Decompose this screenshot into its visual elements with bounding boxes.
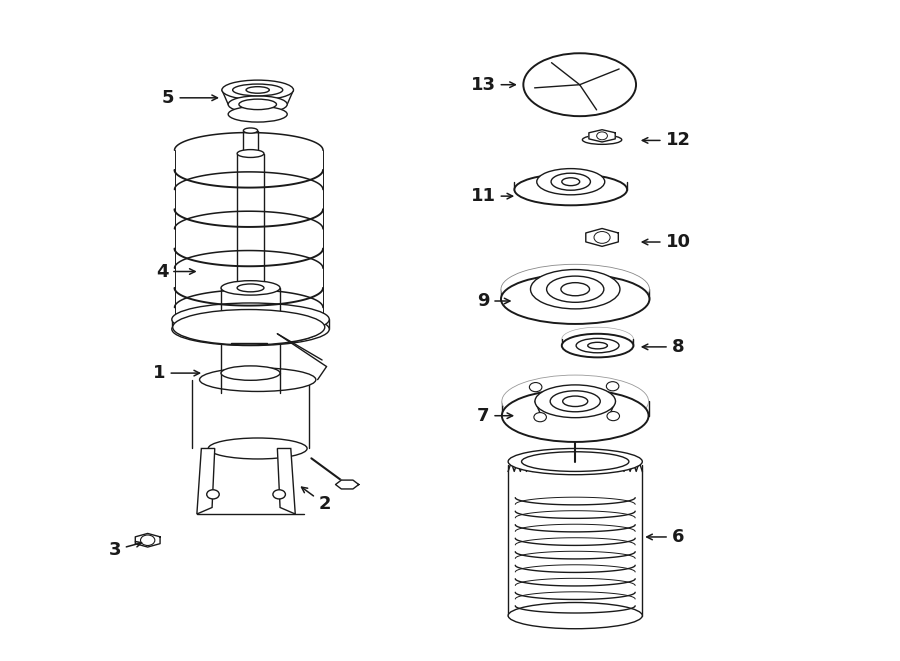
Ellipse shape [502,389,649,442]
Ellipse shape [173,309,325,345]
Text: 11: 11 [471,187,513,205]
Text: 2: 2 [302,487,331,513]
Ellipse shape [246,87,269,93]
Ellipse shape [237,284,264,292]
Ellipse shape [508,448,643,475]
Ellipse shape [550,391,600,412]
Polygon shape [135,533,160,547]
Ellipse shape [523,54,636,116]
Circle shape [534,412,546,422]
Polygon shape [586,229,618,247]
Text: 10: 10 [643,233,690,251]
Ellipse shape [561,283,590,295]
Ellipse shape [551,173,590,190]
Polygon shape [277,448,295,514]
Ellipse shape [232,84,283,96]
Polygon shape [197,448,215,514]
Ellipse shape [535,385,616,418]
Ellipse shape [588,342,608,349]
Text: 4: 4 [156,262,195,280]
Text: 5: 5 [162,89,218,107]
Ellipse shape [546,276,604,302]
Circle shape [207,490,220,499]
Text: 6: 6 [647,528,684,546]
Text: 9: 9 [477,292,510,310]
Circle shape [140,535,155,545]
Ellipse shape [522,451,629,471]
Text: 8: 8 [643,338,684,356]
Ellipse shape [237,149,264,157]
Ellipse shape [562,396,588,407]
Polygon shape [336,480,359,489]
Ellipse shape [502,375,649,428]
Ellipse shape [172,313,329,346]
Text: 13: 13 [471,76,516,94]
Circle shape [529,383,542,392]
Ellipse shape [530,270,620,309]
Ellipse shape [582,136,622,144]
Circle shape [607,381,619,391]
Ellipse shape [562,178,580,186]
Ellipse shape [515,174,627,206]
Ellipse shape [508,603,643,629]
Ellipse shape [200,368,316,391]
Polygon shape [589,130,616,142]
Ellipse shape [536,169,605,195]
Circle shape [594,231,610,243]
Ellipse shape [217,323,284,336]
Ellipse shape [576,338,619,353]
Ellipse shape [229,96,287,113]
Text: 7: 7 [477,407,513,425]
Ellipse shape [562,327,634,351]
Ellipse shape [243,128,257,134]
Text: 1: 1 [153,364,200,382]
Ellipse shape [501,264,650,314]
Ellipse shape [562,334,634,358]
Ellipse shape [221,366,280,380]
Text: 3: 3 [108,541,141,559]
Ellipse shape [229,106,287,122]
Ellipse shape [501,274,650,324]
Ellipse shape [221,281,280,295]
Ellipse shape [238,99,276,110]
Text: 12: 12 [643,132,690,149]
Circle shape [607,412,619,420]
Circle shape [273,490,285,499]
Ellipse shape [208,438,307,459]
Ellipse shape [172,303,329,336]
Ellipse shape [222,80,293,100]
Circle shape [597,132,608,139]
